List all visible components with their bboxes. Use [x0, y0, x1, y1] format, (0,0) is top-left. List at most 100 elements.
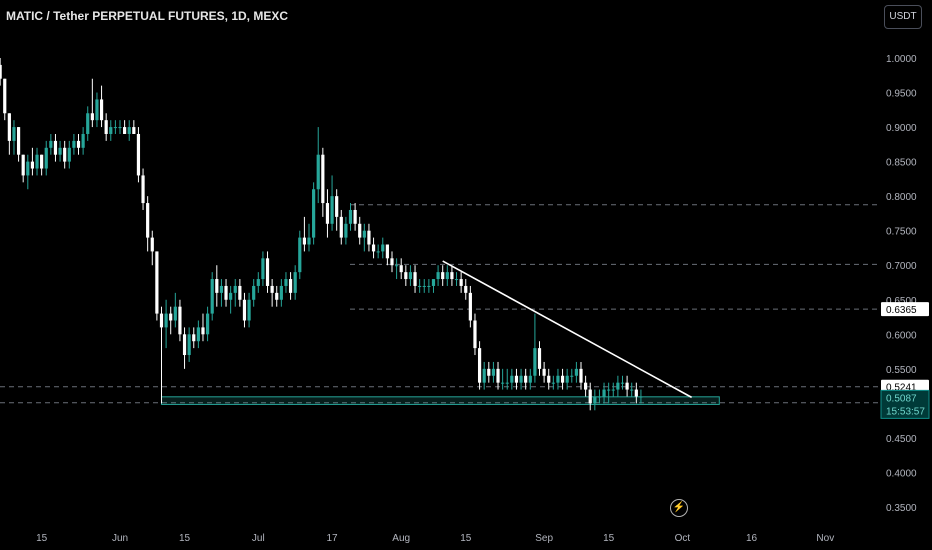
- candle-body: [58, 147, 62, 155]
- candle-body: [40, 154, 44, 169]
- candle-body: [150, 237, 154, 252]
- candle-body: [242, 299, 247, 321]
- candle-body: [620, 382, 625, 384]
- y-tick-label: 0.4500: [886, 434, 917, 445]
- candle-body: [109, 127, 113, 134]
- x-tick-label: 15: [603, 533, 615, 544]
- candle-body: [570, 375, 574, 377]
- candle-body: [510, 375, 514, 383]
- candle-body: [556, 375, 560, 383]
- candle-body: [335, 196, 339, 217]
- candle-body: [35, 154, 39, 169]
- candle-body: [607, 389, 611, 391]
- candle-body: [279, 285, 283, 300]
- candle-body: [385, 244, 389, 259]
- candle-body: [431, 279, 436, 286]
- candle-body: [284, 279, 288, 286]
- y-tick-label: 0.9000: [886, 123, 917, 134]
- level-label-0-6365-bg: [881, 302, 929, 317]
- candle-body: [53, 140, 58, 155]
- candle-body: [445, 272, 449, 280]
- candle-body: [473, 320, 477, 349]
- price-axis[interactable]: 1.0000 0.9500 0.9000 0.8500 0.8000 0.7500 0.70…: [886, 54, 917, 514]
- y-tick-label: 0.7500: [886, 227, 917, 238]
- y-tick-label: 0.6500: [886, 296, 917, 307]
- candle-body: [482, 368, 486, 383]
- x-tick-label: Jul: [252, 533, 265, 544]
- y-tick-label: 1.0000: [886, 54, 917, 65]
- candle-body: [395, 265, 399, 267]
- candle-body: [491, 368, 496, 376]
- candle-body: [524, 375, 528, 383]
- candle-body: [146, 203, 150, 238]
- candle-body: [21, 154, 25, 176]
- candle-body: [565, 375, 569, 383]
- candle-body: [16, 127, 21, 155]
- candle-body: [136, 133, 141, 176]
- currency-button[interactable]: USDT: [884, 5, 922, 29]
- candle-body: [26, 161, 30, 176]
- candle-body: [141, 175, 145, 204]
- candle-body: [602, 389, 606, 397]
- candle-body: [7, 113, 11, 141]
- candle-body: [579, 368, 583, 383]
- candle-body: [477, 348, 482, 383]
- candle-body: [611, 389, 615, 391]
- candle-body: [505, 382, 509, 384]
- candle-body: [404, 272, 408, 280]
- candle-body: [312, 189, 316, 238]
- candle-body: [288, 279, 293, 293]
- trendline[interactable]: [442, 260, 693, 399]
- candle-body: [639, 396, 643, 398]
- y-tick-label: 0.4000: [886, 468, 917, 479]
- candle-body: [302, 237, 306, 245]
- candle-body: [210, 279, 214, 314]
- candle-body: [408, 272, 413, 280]
- candle-body: [436, 272, 440, 280]
- candles: [0, 58, 643, 411]
- candle-body: [616, 382, 620, 390]
- candle-body: [362, 230, 366, 238]
- candle-body: [339, 216, 343, 238]
- candle-body: [247, 299, 251, 321]
- candle-body: [422, 285, 426, 287]
- countdown-label: 15:53:57: [886, 406, 925, 417]
- chart-title: MATIC / Tether PERPETUAL FUTURES, 1D, ME…: [6, 9, 289, 23]
- x-tick-label: 15: [179, 533, 191, 544]
- candle-body: [215, 279, 219, 293]
- candle-body: [164, 313, 168, 328]
- candle-body: [0, 64, 2, 79]
- candle-body: [275, 292, 279, 300]
- candle-body: [81, 133, 85, 148]
- level-label-0-5241: 0.5241: [886, 383, 917, 394]
- candle-body: [427, 285, 431, 287]
- candle-body: [238, 285, 242, 300]
- candle-body: [187, 334, 191, 356]
- candle-body: [169, 313, 173, 321]
- candle-body: [224, 285, 228, 300]
- candle-body: [159, 313, 164, 328]
- candle-body: [233, 285, 237, 293]
- candle-body: [459, 279, 463, 286]
- support-zone[interactable]: [160, 396, 720, 405]
- candle-body: [123, 127, 127, 134]
- level-label-0-6365: 0.6365: [886, 305, 917, 316]
- candle-body: [293, 272, 297, 293]
- candle-body: [182, 334, 187, 356]
- candle-body: [173, 306, 177, 321]
- candle-body: [574, 368, 578, 376]
- candle-body: [192, 334, 196, 342]
- horizontal-level-lines: [0, 204, 878, 404]
- candle-body: [353, 209, 357, 224]
- candle-body: [542, 368, 546, 376]
- lightning-bolt-icon[interactable]: ⚡: [670, 499, 688, 517]
- candle-body: [533, 348, 537, 376]
- candle-body: [584, 382, 588, 390]
- time-axis[interactable]: 15 Jun 15 Jul 17 Aug 15 Sep 15 Oct 16 Nov: [36, 533, 834, 544]
- candle-body: [298, 237, 302, 273]
- candle-body: [90, 113, 94, 121]
- candle-body: [413, 272, 417, 286]
- candle-body: [441, 272, 445, 280]
